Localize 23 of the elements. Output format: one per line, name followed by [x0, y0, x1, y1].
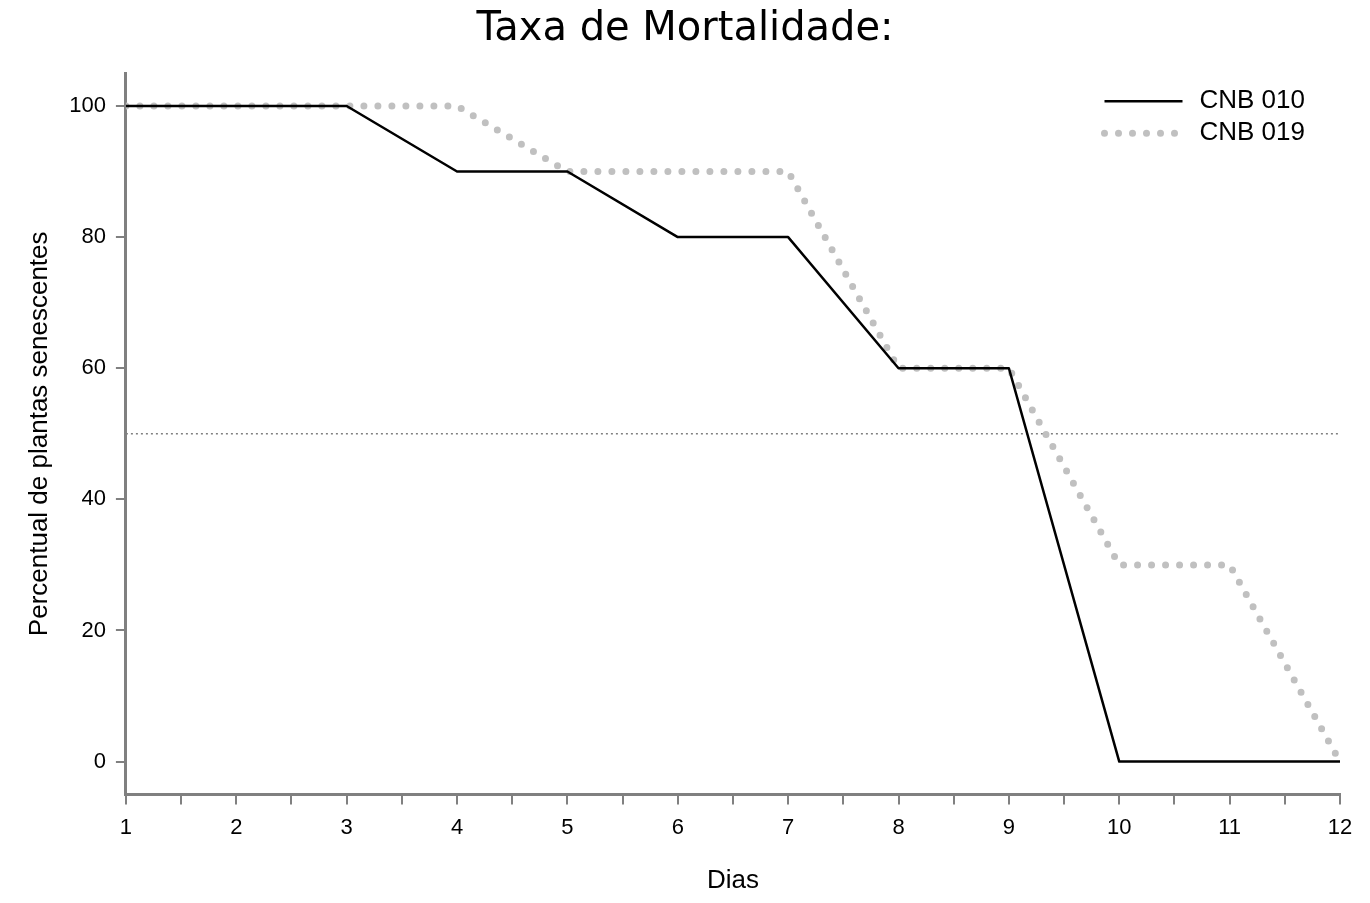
legend-label: CNB 019: [1199, 116, 1305, 147]
x-tick-label: 3: [340, 813, 353, 839]
y-axis-title: Percentual de plantas senescentes: [22, 231, 53, 637]
y-tick-label: 60: [81, 354, 106, 380]
x-tick-label: 9: [1002, 813, 1016, 839]
y-tick-label: 40: [81, 485, 106, 511]
y-tick-label: 100: [69, 92, 106, 118]
x-tick-label: 10: [1107, 813, 1132, 839]
x-axis-title: Dias: [706, 863, 759, 894]
x-tick-label: 2: [230, 813, 243, 839]
x-tick-label: 6: [671, 813, 684, 839]
x-tick-label: 7: [782, 813, 795, 839]
x-tick-label: 8: [892, 813, 905, 839]
x-tick-label: 4: [450, 813, 464, 839]
x-tick-label: 1: [119, 813, 133, 839]
x-tick-label: 11: [1218, 813, 1242, 839]
y-tick-label: 0: [93, 747, 106, 773]
legend-label: CNB 010: [1199, 84, 1305, 115]
chart-title: Taxa de Mortalidade:: [475, 2, 895, 51]
y-tick-label: 80: [81, 223, 106, 249]
x-tick-label: 12: [1327, 813, 1353, 839]
y-tick-label: 20: [81, 616, 106, 642]
x-tick-label: 5: [561, 813, 574, 839]
